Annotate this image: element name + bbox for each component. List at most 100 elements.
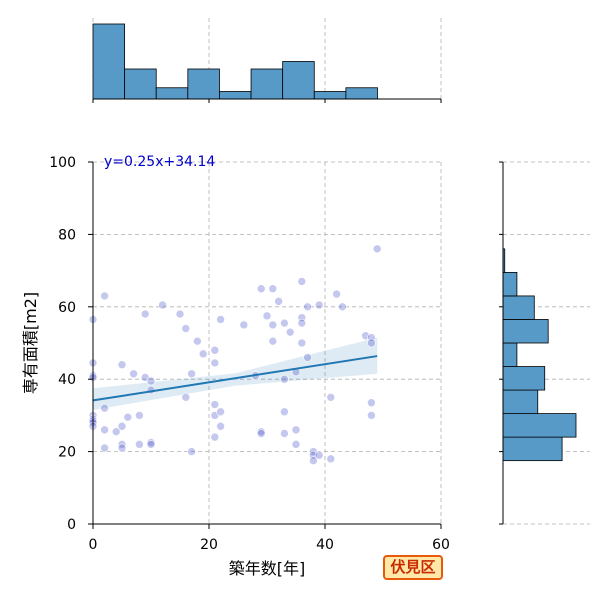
data-point: [274, 297, 283, 306]
regression-line: [92, 355, 378, 402]
data-point: [297, 318, 307, 328]
ward-badge: 伏見区: [383, 555, 443, 580]
data-point: [239, 320, 249, 330]
y-tick-label: 60: [58, 300, 76, 316]
y-hist-bar: [502, 272, 518, 297]
data-point: [280, 374, 289, 384]
data-point: [291, 440, 301, 449]
data-point: [187, 447, 196, 456]
data-point: [158, 300, 167, 310]
data-point: [146, 438, 156, 447]
y-axis-label: 専有面積[m2]: [21, 292, 40, 394]
data-point: [367, 398, 376, 408]
data-point: [297, 338, 307, 348]
data-point: [100, 403, 109, 413]
y-tick-label: 40: [58, 372, 76, 388]
data-point: [280, 429, 289, 438]
x-tick-label: 40: [316, 537, 334, 553]
y-hist-bar: [502, 436, 563, 462]
data-point: [268, 336, 278, 346]
data-point: [291, 425, 301, 435]
data-point: [216, 421, 225, 431]
y-hist-bar: [502, 413, 577, 438]
data-point: [309, 456, 318, 465]
data-point: [111, 427, 121, 436]
data-point: [129, 369, 138, 379]
data-point: [268, 320, 278, 330]
data-point: [372, 244, 382, 254]
data-point: [100, 425, 109, 435]
scatter-plot-area: y=0.25x+34.14 0 20 40 60 0 20 40 60 80 100 築年数[年] 専有…: [21, 154, 450, 578]
x-tick-label: 20: [200, 537, 218, 553]
data-point: [181, 392, 191, 402]
confidence-band: [93, 337, 378, 410]
data-point: [117, 443, 127, 453]
data-point: [181, 324, 191, 333]
data-point: [210, 345, 220, 355]
data-point: [314, 450, 324, 460]
data-point: [198, 349, 208, 359]
data-point: [210, 358, 220, 368]
x-hist-bar: [313, 91, 347, 100]
x-hist-bar: [124, 68, 157, 100]
data-point: [117, 440, 127, 449]
data-point: [268, 284, 278, 294]
data-point: [100, 443, 109, 453]
data-point: [303, 353, 312, 362]
data-point: [123, 412, 133, 422]
x-tick-label: 60: [432, 537, 450, 553]
y-tick-label: 100: [49, 155, 76, 171]
data-point: [216, 315, 225, 324]
x-hist-bar: [187, 68, 220, 100]
data-point: [256, 284, 266, 294]
x-hist-bar: [250, 68, 284, 100]
y-tick-label: 80: [58, 227, 76, 243]
data-point: [332, 289, 341, 299]
y-hist-bar: [502, 295, 535, 320]
data-point: [280, 318, 289, 328]
data-point: [314, 300, 324, 310]
data-point: [135, 411, 144, 420]
data-point: [146, 440, 156, 449]
x-hist-bar: [345, 87, 378, 100]
x-tick-label: 0: [89, 537, 98, 553]
data-point: [280, 407, 289, 417]
data-point: [256, 427, 266, 436]
x-hist-bar: [92, 23, 126, 100]
data-point: [262, 311, 272, 321]
y-tick-label: 20: [58, 445, 76, 461]
data-point: [303, 302, 312, 312]
y-hist-bar: [502, 319, 549, 344]
x-marginal-histogram: [92, 18, 442, 103]
data-point: [216, 407, 225, 417]
data-point: [187, 369, 196, 379]
data-point: [100, 291, 109, 301]
data-point: [146, 376, 156, 386]
x-hist-bar: [155, 87, 189, 100]
y-hist-bar: [502, 342, 518, 367]
data-point: [175, 309, 185, 319]
data-point: [210, 400, 220, 409]
data-point: [285, 327, 295, 337]
y-hist-bar: [502, 366, 546, 391]
data-point: [297, 277, 307, 286]
y-marginal-histogram: [499, 161, 590, 525]
data-point: [326, 392, 336, 402]
x-hist-bar: [282, 61, 315, 100]
x-hist-bar: [219, 91, 252, 100]
data-point: [210, 432, 220, 442]
data-point: [326, 454, 336, 464]
data-point: [367, 338, 376, 348]
data-point: [256, 429, 266, 438]
data-point: [140, 309, 150, 319]
y-hist-bar: [502, 389, 539, 414]
y-tick-label: 0: [67, 517, 76, 533]
data-point: [117, 421, 127, 431]
data-point: [338, 302, 347, 312]
x-axis-label: 築年数[年]: [229, 559, 306, 578]
data-point: [367, 411, 376, 420]
data-point: [135, 440, 144, 449]
data-point: [193, 336, 202, 346]
regression-equation: y=0.25x+34.14: [104, 154, 215, 170]
